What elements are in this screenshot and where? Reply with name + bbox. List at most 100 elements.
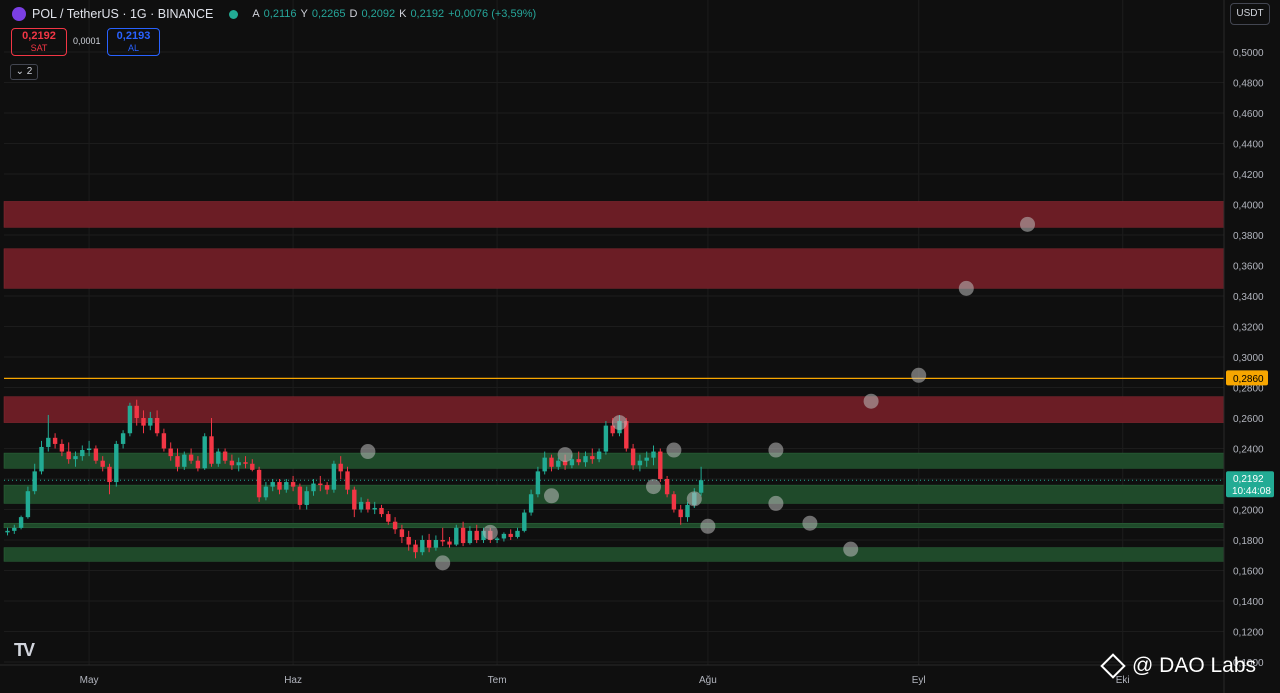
candle-body: [392, 521, 398, 530]
candle: [202, 433, 207, 470]
candle-body: [311, 483, 316, 492]
candle-body: [644, 457, 649, 461]
candle: [59, 439, 65, 457]
candle: [528, 489, 534, 516]
candle-body: [379, 507, 384, 515]
candle-body: [610, 425, 615, 434]
candle: [86, 440, 92, 457]
indicators-toggle-button[interactable]: ⌄ 2: [10, 64, 38, 80]
symbol-title[interactable]: POL / TetherUS · 1G · BINANCE: [32, 7, 214, 21]
sell-price: 0,2192: [22, 30, 56, 42]
candle: [5, 527, 10, 536]
candle: [440, 527, 445, 547]
candle: [664, 475, 670, 498]
candle-body: [358, 501, 364, 510]
candle-body: [426, 540, 432, 548]
candle-body: [107, 466, 112, 483]
candle-body: [18, 517, 24, 528]
candle-body: [148, 418, 153, 426]
candle: [556, 457, 561, 470]
candle: [93, 445, 99, 464]
candle-body: [86, 448, 92, 451]
buy-price: 0,2193: [116, 30, 151, 42]
candle-body: [508, 533, 513, 537]
candle: [637, 454, 643, 472]
candle-body: [188, 454, 194, 461]
candle-body: [195, 460, 201, 469]
candle: [32, 463, 37, 495]
countdown-label: 10:44:08: [1232, 486, 1271, 497]
projection-point: [612, 415, 627, 431]
candle-body: [168, 448, 173, 457]
candle: [243, 456, 248, 469]
candle-body: [460, 527, 466, 544]
candle: [644, 451, 649, 467]
candle: [182, 451, 187, 470]
candle-body: [535, 471, 541, 495]
candle-body: [501, 533, 507, 539]
candle-body: [284, 482, 289, 490]
candle-body: [542, 457, 547, 472]
grid: [4, 0, 1224, 665]
candle: [406, 530, 411, 551]
candle: [358, 497, 364, 513]
candle-body: [664, 479, 670, 495]
sell-label: SAT: [30, 43, 48, 53]
candle-body: [243, 462, 248, 464]
candle-body: [345, 471, 350, 490]
candle-body: [583, 456, 588, 463]
price-tick-label: 0,4200: [1233, 170, 1264, 181]
candle-body: [256, 469, 262, 498]
last-price-label: 0,2192: [1233, 474, 1264, 485]
time-tick-label: Tem: [488, 675, 507, 686]
price-tick-label: 0,3400: [1233, 292, 1264, 303]
open-label: A: [252, 8, 260, 20]
market-open-icon: [229, 9, 239, 19]
candle-body: [46, 437, 51, 447]
candle-body: [52, 437, 58, 444]
candle-body: [549, 457, 554, 467]
projection-points: [360, 216, 1035, 571]
candle-body: [474, 530, 479, 540]
candle-body: [624, 421, 629, 449]
currency-button[interactable]: USDT: [1230, 3, 1270, 25]
candle-body: [229, 460, 235, 466]
resistance-zone: [3, 248, 1225, 289]
price-tick-label: 0,4400: [1233, 140, 1264, 151]
candle-body: [467, 530, 473, 544]
price-tick-label: 0,4600: [1233, 109, 1264, 120]
price-axis: 0,5000 0,4800 0,4600 0,4400 0,4200 0,4000 0,38…: [1223, 0, 1274, 693]
candle: [671, 491, 677, 513]
sell-button[interactable]: 0,2192 SAT: [11, 28, 67, 56]
candle: [542, 451, 547, 475]
candle: [263, 482, 269, 501]
candle: [338, 456, 343, 479]
candle-body: [556, 460, 561, 467]
projection-point: [686, 491, 702, 507]
candle: [52, 433, 58, 449]
price-tick-label: 0,1000: [1233, 658, 1264, 669]
candle: [270, 479, 275, 492]
resistance-zone: [3, 201, 1225, 228]
candle: [134, 399, 139, 426]
candle-body: [202, 436, 207, 469]
candle: [46, 414, 51, 452]
candle: [603, 421, 609, 455]
candle-body: [454, 527, 459, 545]
watermark-text: @ DAO Labs: [1132, 654, 1257, 677]
last-price-tag: [1226, 471, 1274, 498]
projection-point: [482, 524, 498, 540]
candle-body: [420, 540, 425, 553]
candle: [154, 410, 160, 437]
buy-button[interactable]: 0,2193 AL: [107, 28, 160, 56]
candle: [250, 459, 255, 472]
candle-body: [413, 544, 418, 553]
candle: [127, 402, 133, 437]
candle-body: [73, 456, 78, 460]
candle: [39, 440, 44, 475]
open-value: 0,2116: [263, 8, 297, 20]
candle: [222, 448, 228, 464]
chevron-down-icon: ⌄: [15, 66, 25, 77]
tradingview-logo[interactable]: TV: [14, 640, 35, 660]
